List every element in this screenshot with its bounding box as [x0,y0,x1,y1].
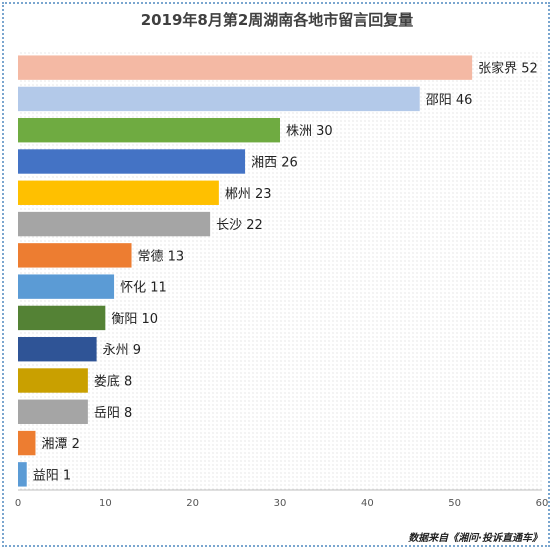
data-label-12: 湘潭 2 [41,437,79,452]
source-note: 数据来自《湘问·投诉直通车》 [408,533,542,544]
bar-12 [18,430,36,456]
bar-7 [18,274,115,299]
chart-title: 2019年8月第2周湖南各地市留言回复量 [140,11,414,29]
bar-5 [18,211,211,237]
x-tick-label-0: 0 [15,498,21,509]
data-label-13: 益阳 1 [33,468,71,483]
bar-4 [18,180,219,205]
bar-1 [18,86,420,112]
data-label-11: 岳阳 8 [94,406,132,421]
data-label-8: 衡阳 10 [111,312,158,327]
data-label-6: 常德 13 [138,249,185,264]
data-label-4: 郴州 23 [225,187,272,202]
bar-2 [18,118,280,143]
bar-3 [18,149,246,174]
x-tick-label-1: 10 [99,498,112,509]
data-label-0: 张家界 52 [478,61,538,77]
data-label-10: 娄底 8 [94,374,132,390]
x-tick-label-3: 30 [274,498,287,509]
data-label-5: 长沙 22 [216,218,263,233]
bar-9 [18,337,97,362]
chart-frame [2,2,550,547]
data-label-3: 湘西 26 [251,156,298,171]
bar-6 [18,243,132,268]
bar-0 [18,55,473,80]
x-tick-label-2: 20 [186,498,199,509]
bar-11 [18,399,88,424]
x-tick-label-6: 60 [536,498,549,509]
data-label-7: 怀化 11 [120,281,167,296]
bar-13 [18,462,27,487]
x-tick-label-4: 40 [361,498,374,509]
bar-8 [18,305,106,331]
data-label-9: 永州 9 [103,343,141,358]
x-tick-label-5: 50 [448,498,461,509]
data-label-1: 邵阳 46 [426,93,473,108]
data-label-2: 株洲 30 [286,124,333,139]
plot-area [18,52,542,490]
bar-10 [18,368,88,393]
